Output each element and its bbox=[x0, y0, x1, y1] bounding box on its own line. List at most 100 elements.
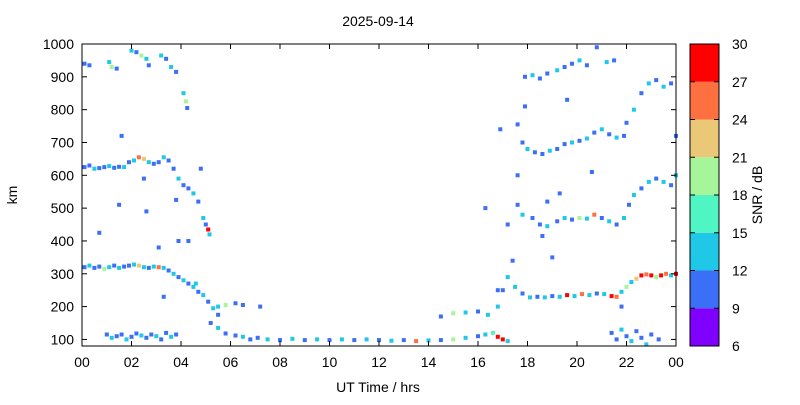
data-point bbox=[181, 278, 186, 283]
data-point bbox=[498, 127, 503, 132]
data-point bbox=[156, 265, 161, 270]
y-tick-label: 300 bbox=[51, 266, 75, 282]
data-point bbox=[545, 199, 550, 204]
data-point bbox=[107, 60, 112, 65]
data-point bbox=[669, 81, 674, 86]
data-point bbox=[537, 222, 542, 227]
data-point bbox=[112, 165, 117, 170]
colorbar-band bbox=[690, 308, 719, 346]
data-point bbox=[127, 160, 131, 165]
data-point bbox=[639, 186, 644, 191]
data-point bbox=[631, 193, 636, 197]
data-point bbox=[614, 337, 619, 342]
data-point bbox=[619, 327, 624, 332]
chart-title: 2025-09-14 bbox=[342, 13, 414, 29]
data-point bbox=[661, 179, 666, 184]
data-point bbox=[634, 276, 639, 281]
data-point bbox=[248, 337, 253, 342]
data-point bbox=[139, 53, 144, 58]
data-point bbox=[206, 299, 211, 304]
data-point bbox=[476, 334, 480, 339]
data-point bbox=[233, 333, 238, 338]
data-point bbox=[646, 81, 651, 86]
data-point bbox=[216, 325, 221, 330]
data-point bbox=[290, 336, 295, 341]
data-point bbox=[181, 183, 186, 188]
data-point bbox=[92, 265, 97, 270]
data-point bbox=[649, 332, 654, 337]
data-point bbox=[612, 58, 617, 63]
data-point bbox=[661, 84, 666, 89]
data-point bbox=[634, 329, 639, 334]
x-tick-label: 10 bbox=[322, 354, 338, 370]
data-point bbox=[535, 294, 540, 299]
data-point bbox=[669, 273, 674, 278]
data-point bbox=[545, 71, 550, 76]
data-point bbox=[166, 268, 171, 273]
data-point bbox=[500, 288, 505, 293]
data-point bbox=[649, 273, 654, 278]
data-point bbox=[542, 295, 547, 300]
data-point bbox=[619, 289, 624, 294]
data-point bbox=[523, 74, 527, 79]
data-point bbox=[141, 176, 146, 181]
data-point bbox=[87, 263, 92, 268]
data-point bbox=[500, 337, 505, 342]
data-point bbox=[562, 65, 567, 69]
data-point bbox=[208, 321, 213, 325]
colorbar-band bbox=[690, 195, 719, 233]
data-point bbox=[352, 338, 357, 343]
data-point bbox=[607, 132, 612, 137]
data-point bbox=[587, 293, 592, 298]
data-point bbox=[161, 155, 166, 160]
data-point bbox=[584, 63, 589, 68]
data-point bbox=[196, 199, 201, 204]
data-point bbox=[240, 303, 245, 307]
data-point bbox=[186, 239, 191, 243]
data-point bbox=[490, 330, 495, 335]
data-points bbox=[82, 45, 678, 347]
data-point bbox=[565, 293, 570, 298]
colorbar-band bbox=[690, 270, 719, 309]
colorbar-band bbox=[690, 81, 719, 120]
data-point bbox=[134, 50, 139, 55]
data-point bbox=[198, 166, 203, 171]
data-point bbox=[426, 338, 431, 343]
colorbar-tick-label: 21 bbox=[732, 149, 748, 165]
data-point bbox=[302, 338, 307, 343]
data-point bbox=[664, 271, 669, 276]
data-point bbox=[377, 338, 381, 343]
data-point bbox=[104, 332, 109, 337]
data-point bbox=[82, 265, 87, 270]
data-point bbox=[485, 312, 490, 317]
data-point bbox=[151, 264, 156, 269]
data-point bbox=[520, 291, 525, 296]
data-point bbox=[171, 166, 176, 171]
data-point bbox=[624, 284, 629, 289]
colorbar-band bbox=[690, 157, 719, 195]
data-point bbox=[624, 334, 629, 339]
data-point bbox=[622, 216, 626, 220]
y-tick-label: 200 bbox=[51, 299, 75, 315]
data-point bbox=[315, 337, 320, 342]
data-point bbox=[627, 202, 631, 207]
data-point bbox=[577, 138, 582, 143]
data-point bbox=[82, 61, 87, 66]
data-point bbox=[122, 165, 127, 170]
data-point bbox=[174, 332, 179, 337]
data-point bbox=[609, 294, 614, 299]
data-point bbox=[530, 216, 535, 220]
data-point bbox=[161, 265, 166, 270]
y-tick-label: 100 bbox=[51, 331, 75, 347]
data-point bbox=[644, 342, 649, 347]
data-point bbox=[463, 310, 468, 315]
data-point bbox=[196, 289, 201, 294]
data-point bbox=[629, 280, 634, 284]
data-point bbox=[540, 234, 545, 238]
data-point bbox=[114, 334, 119, 339]
data-point bbox=[389, 338, 394, 343]
data-point bbox=[495, 334, 500, 339]
data-point bbox=[107, 164, 112, 169]
y-tick-label: 900 bbox=[51, 69, 75, 85]
